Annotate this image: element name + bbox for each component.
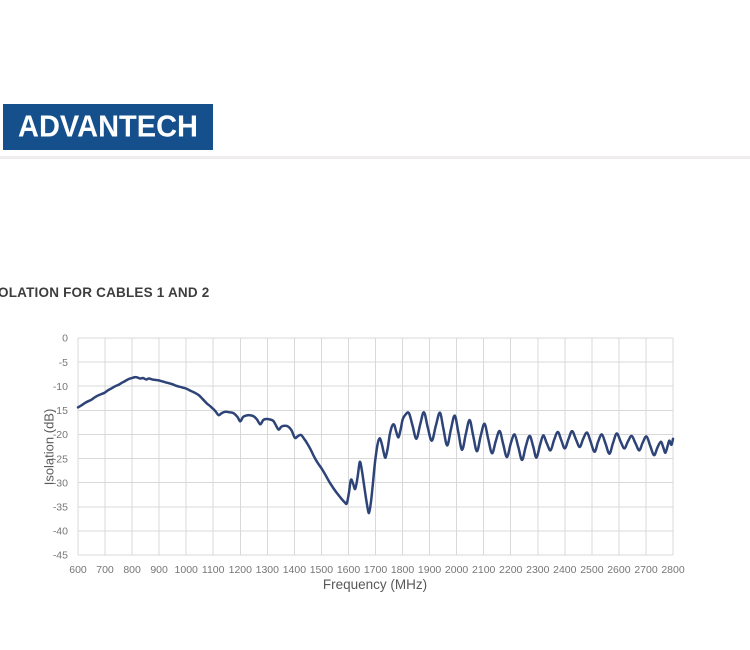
x-tick-label: 1900 [418,564,442,576]
y-tick-label: -30 [53,477,68,489]
x-tick-label: 1600 [337,564,361,576]
x-tick-label: 1100 [202,564,225,576]
advantech-logo: ADVANTECH [3,104,213,150]
x-tick-label: 1300 [256,564,280,576]
x-tick-label: 2800 [661,564,685,576]
y-tick-label: -45 [53,550,68,562]
x-tick-label: 2300 [526,564,550,576]
x-tick-label: 1200 [229,564,253,576]
x-tick-label: 2000 [445,564,469,576]
y-axis-title: Isolation (dB) [41,408,57,486]
header-divider [0,156,750,159]
x-tick-label: 2400 [553,564,577,576]
x-tick-label: 2600 [607,564,631,576]
y-tick-label: 0 [62,333,68,345]
x-tick-label: 1400 [283,564,307,576]
y-tick-label: -35 [53,501,68,513]
x-tick-label: 2700 [634,564,658,576]
x-tick-label: 700 [96,564,114,576]
x-tick-label: 2200 [499,564,523,576]
x-tick-label: 2100 [472,564,496,576]
x-axis-title: Frequency (MHz) [322,577,428,592]
y-tick-label: -40 [53,526,68,538]
y-tick-label: -15 [53,405,68,417]
x-tick-label: 600 [69,564,87,576]
x-tick-label: 800 [123,564,141,576]
isolation-series-line [76,375,675,515]
x-tick-label: 1500 [310,564,334,576]
x-tick-label: 1800 [391,564,415,576]
y-tick-label: -5 [59,357,68,369]
x-tick-label: 1000 [175,564,199,576]
y-tick-label: -25 [53,453,68,465]
advantech-logo-text: ADVANTECH [18,109,198,144]
x-tick-label: 1700 [364,564,388,576]
y-tick-label: -10 [53,381,68,393]
x-tick-label: 900 [150,564,168,576]
x-tick-label: 2500 [580,564,604,576]
y-tick-label: -20 [53,429,68,441]
section-title: OLATION FOR CABLES 1 AND 2 [0,285,210,300]
